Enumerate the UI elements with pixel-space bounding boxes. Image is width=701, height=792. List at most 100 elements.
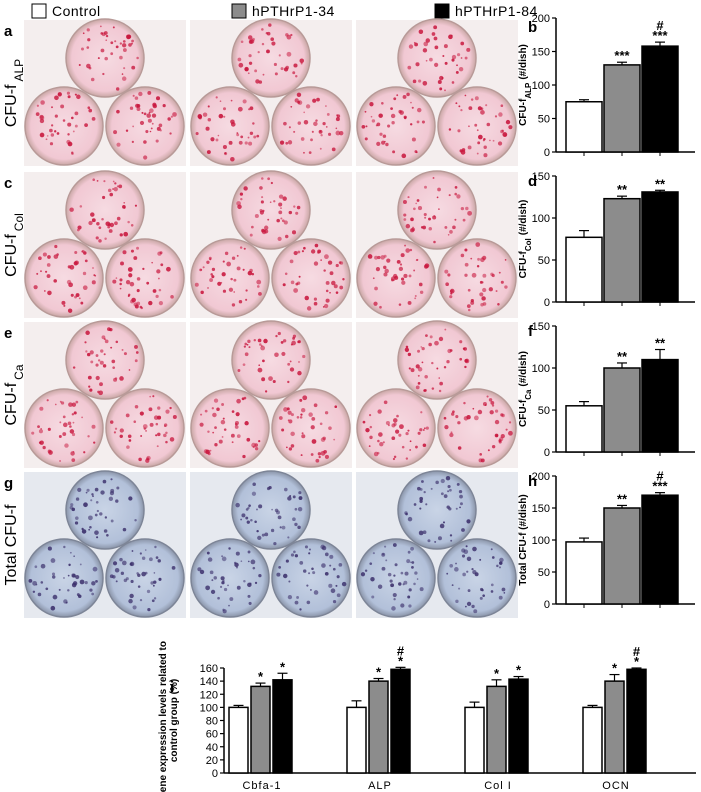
colony (247, 136, 250, 139)
colony (67, 421, 72, 426)
colony (452, 225, 456, 230)
colony (438, 389, 442, 393)
colony (403, 580, 408, 585)
colony (75, 400, 79, 404)
colony (360, 572, 366, 577)
colony (104, 237, 107, 241)
row-label-part: CFU-f (3, 382, 20, 425)
colony (69, 505, 74, 510)
colony (88, 528, 90, 531)
colony (444, 225, 448, 229)
colony (278, 565, 282, 569)
colony (454, 192, 457, 196)
colony (209, 258, 212, 261)
y-axis-label: CFU-fCa (#/dish) (518, 351, 533, 427)
significance-label: * (494, 666, 500, 681)
colony (379, 442, 384, 447)
colony (290, 105, 293, 108)
colony (195, 132, 199, 136)
colony (508, 421, 512, 424)
colony (288, 447, 293, 451)
colony (325, 289, 329, 293)
colony (501, 587, 506, 592)
colony (86, 28, 90, 32)
colony (313, 403, 318, 408)
colony (134, 359, 138, 363)
colony (230, 99, 233, 102)
colony (408, 44, 414, 49)
colony (365, 125, 368, 128)
colony (477, 257, 480, 261)
colony (261, 377, 266, 382)
colony (276, 510, 280, 515)
colony (283, 487, 288, 492)
colony (135, 351, 139, 354)
y-tick-label: 100 (532, 535, 550, 547)
colony (278, 210, 283, 215)
colony (212, 412, 217, 418)
colony (494, 409, 499, 413)
colony (252, 482, 256, 486)
colony (494, 115, 498, 118)
colony (159, 129, 162, 132)
colony (436, 367, 439, 370)
colony (458, 66, 464, 72)
colony (381, 101, 384, 105)
colony (127, 267, 133, 272)
colony (308, 572, 311, 575)
y-tick-label: 150 (532, 503, 550, 515)
y-axis-label-part: ALP (524, 82, 533, 99)
colony (293, 63, 298, 68)
colony (119, 376, 124, 381)
colony (470, 98, 474, 101)
colony (84, 341, 87, 344)
colony (89, 350, 94, 355)
colony (162, 103, 166, 108)
colony (323, 269, 326, 272)
colony (318, 455, 321, 459)
colony (277, 331, 281, 336)
colony (273, 62, 277, 67)
colony (115, 277, 118, 279)
colony (403, 218, 407, 221)
colony (306, 306, 312, 311)
colony (443, 416, 447, 420)
colony (419, 428, 423, 432)
colony (297, 250, 301, 254)
colony (230, 433, 235, 438)
colony (231, 303, 236, 307)
colony (170, 295, 174, 299)
colony (32, 580, 37, 586)
colony (439, 75, 444, 81)
colony (297, 506, 303, 512)
colony (458, 489, 463, 494)
significance-label: ** (617, 349, 628, 364)
colony (418, 282, 423, 287)
colony (299, 398, 303, 402)
colony (71, 582, 77, 588)
colony (464, 262, 469, 267)
colony (288, 126, 291, 129)
colony (391, 436, 396, 441)
colony (423, 427, 426, 430)
y-tick-label: 200 (532, 471, 550, 483)
colony (424, 216, 427, 219)
colony (262, 359, 265, 363)
colony (84, 123, 88, 128)
colony (393, 97, 397, 101)
colony (392, 150, 396, 154)
colony (379, 305, 382, 309)
colony (329, 291, 331, 294)
colony (53, 254, 59, 259)
colony (51, 575, 56, 579)
dish (105, 238, 185, 318)
colony (489, 410, 494, 415)
colony (67, 95, 71, 99)
colony (368, 445, 371, 448)
colony (447, 348, 452, 354)
colony (136, 107, 141, 111)
colony (107, 188, 112, 193)
colony (448, 128, 452, 131)
y-tick-label: 150 (532, 47, 550, 59)
legend-label: Control (52, 3, 101, 19)
